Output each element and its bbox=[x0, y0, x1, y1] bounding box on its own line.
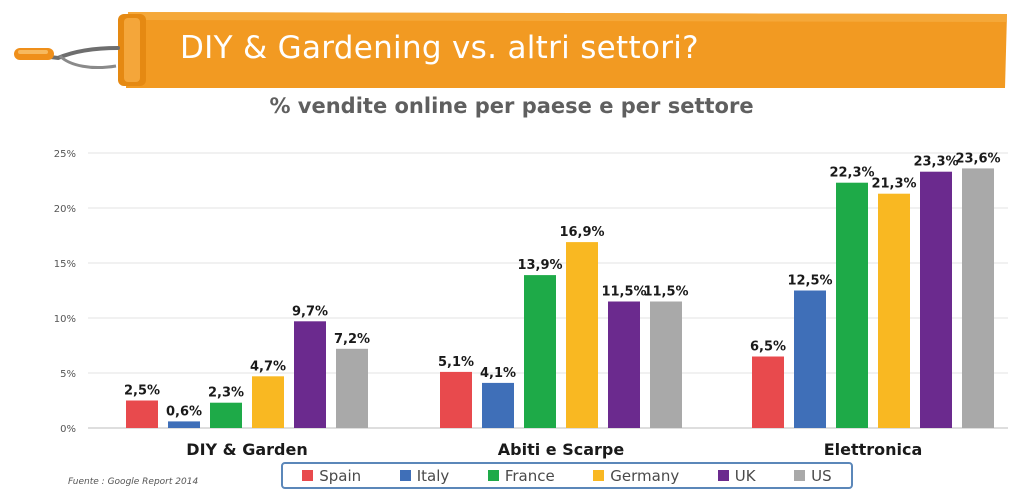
legend-item-italy: Italy bbox=[399, 466, 450, 485]
data-label: 22,3% bbox=[829, 166, 874, 181]
category-label: Abiti e Scarpe bbox=[498, 440, 625, 459]
bar-us-2 bbox=[650, 301, 682, 428]
legend-item-spain: Spain bbox=[302, 467, 361, 485]
legend-swatch bbox=[717, 470, 729, 481]
legend-swatch bbox=[399, 470, 411, 481]
legend-item-us: US bbox=[794, 467, 832, 485]
legend-label: US bbox=[811, 466, 832, 485]
y-tick-label: 20% bbox=[54, 204, 76, 215]
bar-us-3 bbox=[962, 168, 994, 428]
y-tick-label: 0% bbox=[60, 424, 76, 435]
category-label: Elettronica bbox=[824, 440, 923, 459]
title-banner bbox=[14, 12, 1007, 88]
chart-subtitle: % vendite online per paese e per settore bbox=[269, 94, 754, 118]
data-label: 11,5% bbox=[643, 285, 688, 300]
bar-uk-2 bbox=[608, 301, 640, 428]
data-label: 21,3% bbox=[871, 177, 916, 192]
banner-background bbox=[126, 12, 1007, 88]
bar-france-2 bbox=[524, 275, 556, 428]
bar-france-3 bbox=[836, 182, 868, 428]
legend-swatch bbox=[593, 470, 605, 481]
data-label: 12,5% bbox=[787, 274, 832, 289]
category-label: DIY & Garden bbox=[186, 440, 307, 459]
data-label: 2,5% bbox=[124, 384, 160, 399]
bar-germany-1 bbox=[252, 376, 284, 428]
bar-italy-1 bbox=[168, 421, 200, 428]
data-label: 6,5% bbox=[750, 340, 786, 355]
legend-item-uk: UK bbox=[717, 466, 756, 485]
bar-france-1 bbox=[210, 402, 242, 428]
bar-uk-1 bbox=[294, 321, 326, 428]
legend-swatch bbox=[302, 470, 314, 481]
bar-germany-2 bbox=[566, 242, 598, 428]
legend-item-france: France bbox=[487, 466, 555, 485]
paint-roller-icon bbox=[14, 14, 146, 86]
banner-title: DIY & Gardening vs. altri settori? bbox=[180, 30, 699, 66]
legend-label: Italy bbox=[416, 466, 450, 485]
legend-label: Spain bbox=[319, 466, 362, 485]
data-label: 4,7% bbox=[250, 359, 286, 374]
data-label: 16,9% bbox=[559, 225, 604, 240]
data-label: 11,5% bbox=[601, 285, 646, 300]
legend-swatch bbox=[794, 470, 806, 481]
bar-spain-3 bbox=[752, 356, 784, 428]
legend: Spain Italy France Germany UK US bbox=[281, 462, 853, 489]
data-label: 4,1% bbox=[480, 366, 516, 381]
data-label: 7,2% bbox=[334, 332, 370, 347]
data-label: 23,3% bbox=[913, 155, 958, 170]
source-note: Fuente : Google Report 2014 bbox=[68, 477, 199, 487]
y-tick-label: 15% bbox=[54, 259, 76, 270]
legend-label: Germany bbox=[610, 466, 680, 485]
bar-italy-2 bbox=[482, 382, 514, 428]
data-label: 13,9% bbox=[517, 258, 562, 273]
bar-us-1 bbox=[336, 348, 368, 428]
legend-label: France bbox=[504, 466, 555, 485]
legend-swatch bbox=[487, 470, 499, 481]
bar-italy-3 bbox=[794, 290, 826, 428]
data-label: 23,6% bbox=[955, 151, 1000, 166]
legend-item-germany: Germany bbox=[593, 467, 679, 485]
data-label: 2,3% bbox=[208, 386, 244, 401]
bar-germany-3 bbox=[878, 193, 910, 428]
bar-spain-1 bbox=[126, 400, 158, 428]
y-tick-label: 10% bbox=[54, 314, 76, 325]
bar-spain-2 bbox=[440, 371, 472, 428]
bar-uk-3 bbox=[920, 171, 952, 428]
y-tick-label: 25% bbox=[54, 149, 76, 160]
data-label: 9,7% bbox=[292, 304, 328, 319]
data-label: 5,1% bbox=[438, 355, 474, 370]
legend-label: UK bbox=[734, 466, 756, 485]
data-label: 0,6% bbox=[166, 404, 202, 419]
y-tick-label: 5% bbox=[60, 369, 76, 380]
